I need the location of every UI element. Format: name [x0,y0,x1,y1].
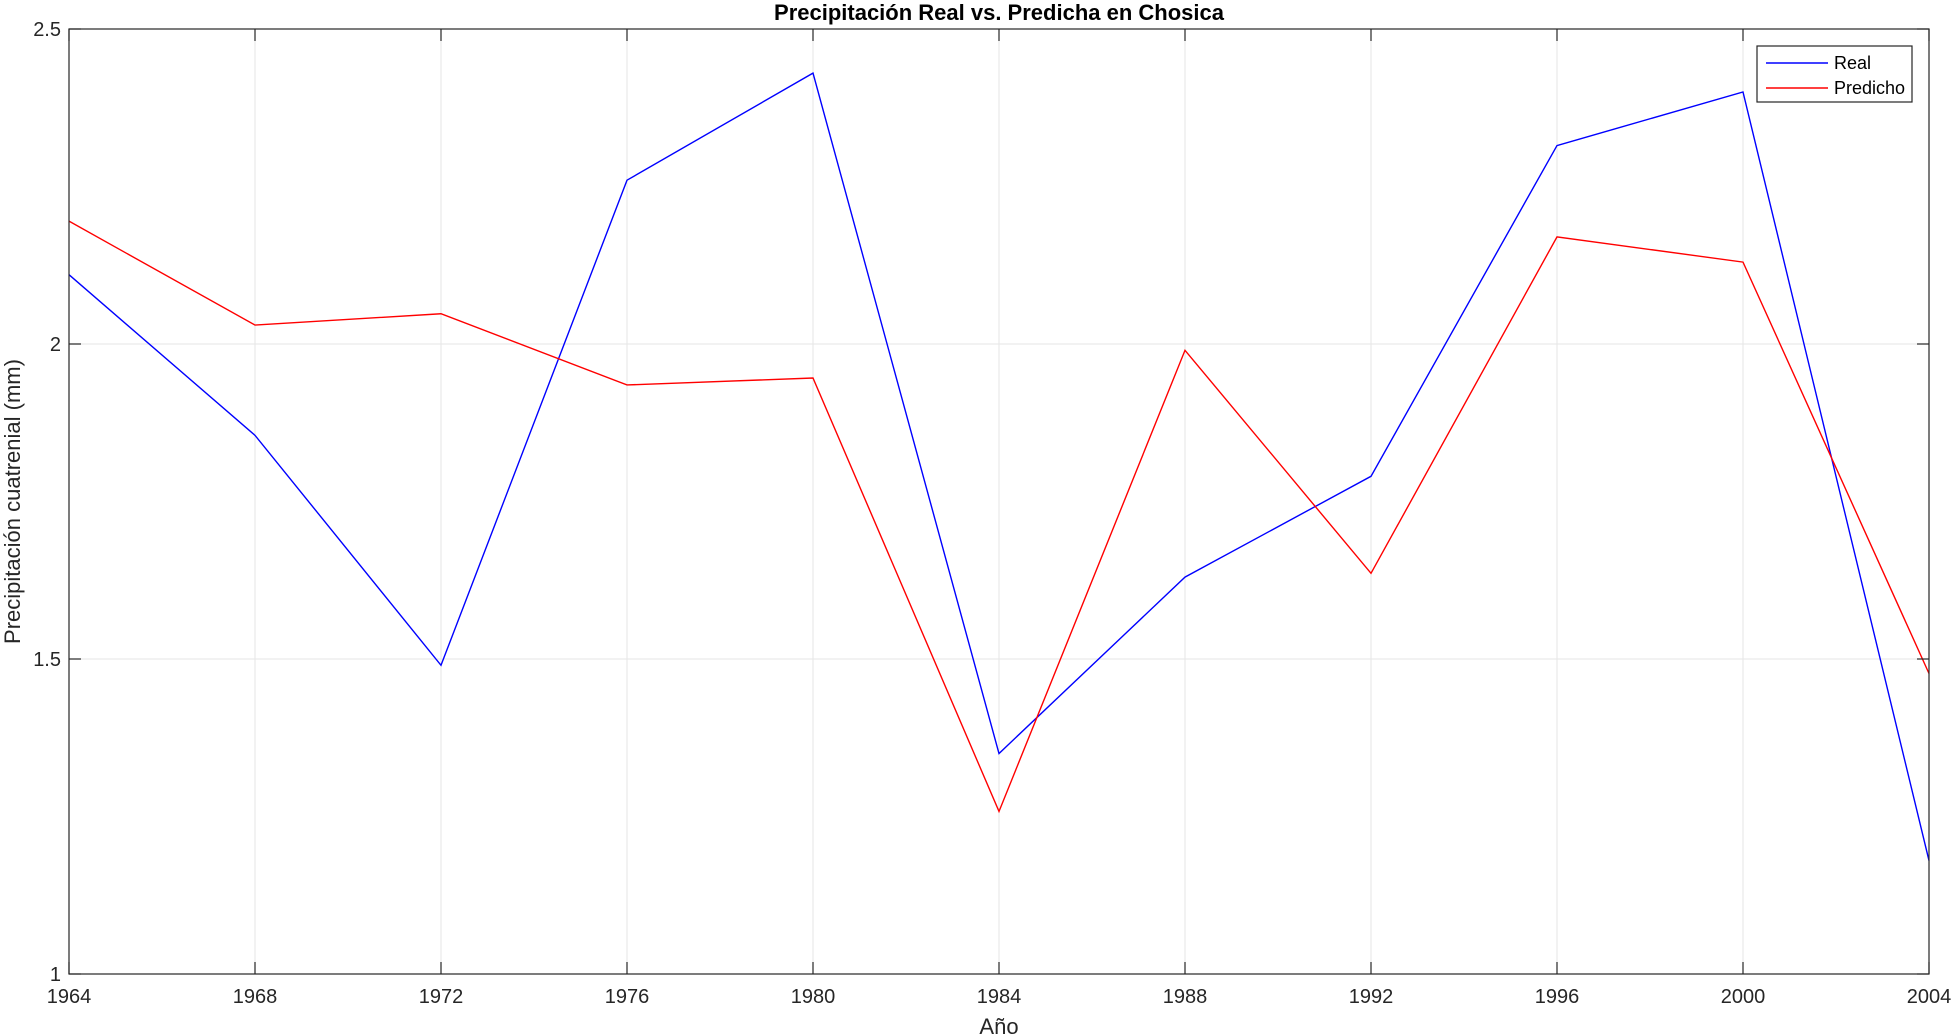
x-tick-label: 1972 [419,986,464,1008]
legend: Real Predicho [1756,45,1913,103]
series-lines [68,72,1930,861]
x-tick-label: 1976 [605,986,650,1008]
y-axis-title: Precipitación cuatrenial (mm) [0,359,25,644]
y-tick-label: 1 [50,964,61,986]
x-axis-title: Año [979,1014,1018,1036]
x-tick-label: 1996 [1535,986,1580,1008]
x-tick-label: 2000 [1721,986,1766,1008]
x-tick-label: 1992 [1349,986,1394,1008]
x-tick-label: 1984 [977,986,1022,1008]
chart-title: Precipitación Real vs. Predicha en Chosi… [774,0,1225,25]
axis-ticks: 1964 1968 1972 1976 1980 1984 1988 1992 1996 2000… [33,19,1951,1008]
y-tick-label: 1.5 [33,649,61,671]
y-tick-label: 2.5 [33,19,61,41]
legend-label-predicho: Predicho [1834,78,1905,98]
x-tick-label: 1968 [233,986,278,1008]
x-tick-label: 1980 [791,986,836,1008]
legend-label-real: Real [1834,53,1871,73]
x-tick-label: 2004 [1907,986,1952,1008]
x-tick-label: 1988 [1163,986,1208,1008]
x-tick-label: 1964 [47,986,92,1008]
grid-lines [68,28,1930,975]
y-tick-label: 2 [50,334,61,356]
legend-box [1756,45,1913,103]
